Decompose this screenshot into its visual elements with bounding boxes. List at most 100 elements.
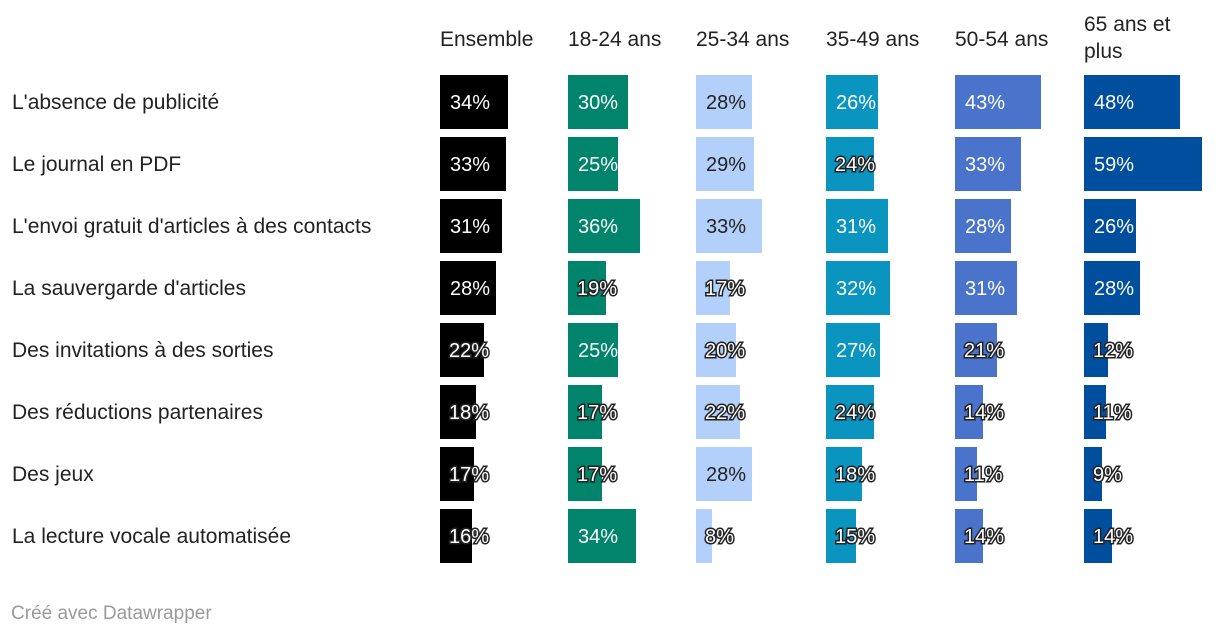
bar — [440, 137, 506, 191]
bar — [440, 323, 484, 377]
data-label: 48% — [1094, 92, 1134, 114]
bar — [955, 75, 1041, 129]
bar — [1084, 75, 1180, 129]
data-label: 28% — [965, 216, 1005, 238]
bar — [826, 447, 862, 501]
bar — [826, 137, 874, 191]
bar — [568, 447, 602, 501]
bar — [826, 261, 890, 315]
bar — [568, 261, 606, 315]
data-label: 33% — [965, 154, 1005, 176]
data-label: 22% — [449, 340, 489, 362]
data-label: 14% — [964, 402, 1004, 424]
data-label: 11% — [964, 464, 1003, 486]
column-header: 18-24 ans — [568, 28, 661, 51]
data-label: 26% — [1094, 216, 1134, 238]
data-label: 28% — [706, 464, 746, 486]
data-label: 28% — [706, 92, 746, 114]
bar — [826, 385, 874, 439]
credit-text: Créé avec Datawrapper — [11, 603, 212, 624]
data-label: 19% — [577, 278, 617, 300]
bar — [826, 199, 888, 253]
bar — [826, 75, 878, 129]
data-label: 17% — [449, 464, 489, 486]
bar — [826, 323, 880, 377]
data-label: 17% — [705, 278, 745, 300]
data-label: 9% — [1093, 464, 1122, 486]
bar — [568, 509, 636, 563]
bar — [440, 75, 508, 129]
data-label: 34% — [450, 92, 490, 114]
row-label: Des jeux — [12, 463, 94, 486]
data-label: 34% — [578, 526, 618, 548]
bar — [955, 137, 1021, 191]
bar — [696, 137, 754, 191]
data-label: 17% — [577, 402, 617, 424]
data-label: 25% — [578, 154, 618, 176]
data-label: 12% — [1093, 340, 1133, 362]
bar — [955, 261, 1017, 315]
bar — [696, 323, 736, 377]
bar — [440, 261, 496, 315]
bar — [955, 509, 983, 563]
bar — [1084, 509, 1112, 563]
bar — [955, 199, 1011, 253]
data-label: 24% — [835, 154, 875, 176]
bar — [826, 509, 856, 563]
row-label: La sauvergarde d'articles — [12, 277, 246, 300]
data-label: 31% — [965, 278, 1005, 300]
bar — [1084, 323, 1108, 377]
bar — [955, 447, 977, 501]
data-label: 31% — [450, 216, 490, 238]
data-label: 14% — [964, 526, 1004, 548]
row-label: Des réductions partenaires — [12, 401, 263, 424]
row-label: Le journal en PDF — [12, 153, 181, 176]
data-label: 16% — [449, 526, 489, 548]
data-label: 32% — [836, 278, 876, 300]
data-label: 8% — [705, 526, 734, 548]
bar — [440, 447, 474, 501]
data-label: 21% — [964, 340, 1004, 362]
row-label: L'absence de publicité — [12, 91, 219, 114]
row-label: La lecture vocale automatisée — [12, 525, 291, 548]
data-label: 15% — [835, 526, 875, 548]
bar — [696, 199, 762, 253]
data-label: 27% — [836, 340, 876, 362]
column-header: plus — [1084, 40, 1123, 63]
bar — [955, 385, 983, 439]
data-label: 36% — [578, 216, 618, 238]
data-label: 28% — [450, 278, 490, 300]
bar — [696, 447, 752, 501]
row-label: Des invitations à des sorties — [12, 339, 273, 362]
bar — [1084, 137, 1202, 191]
column-header: 25-34 ans — [696, 28, 789, 51]
column-header: 35-49 ans — [826, 28, 919, 51]
bar — [1084, 261, 1140, 315]
data-label: 18% — [835, 464, 875, 486]
bar — [568, 385, 602, 439]
data-label: 18% — [449, 402, 489, 424]
data-label: 11% — [1093, 402, 1132, 424]
bar — [955, 323, 997, 377]
data-label: 31% — [836, 216, 876, 238]
data-label: 59% — [1094, 154, 1134, 176]
data-label: 22% — [705, 402, 745, 424]
data-label: 26% — [836, 92, 876, 114]
data-label: 24% — [835, 402, 875, 424]
data-label: 28% — [1094, 278, 1134, 300]
bar — [696, 385, 740, 439]
data-label: 29% — [706, 154, 746, 176]
bar — [696, 261, 730, 315]
data-label: 43% — [965, 92, 1005, 114]
bar — [568, 323, 618, 377]
row-label: L'envoi gratuit d'articles à des contact… — [12, 215, 371, 238]
data-label: 14% — [1093, 526, 1133, 548]
column-header: 65 ans et — [1084, 13, 1171, 36]
column-header: 50-54 ans — [955, 28, 1048, 51]
data-label: 30% — [578, 92, 618, 114]
data-label: 33% — [706, 216, 746, 238]
column-header: Ensemble — [440, 28, 533, 51]
bar — [568, 199, 640, 253]
data-label: 33% — [450, 154, 490, 176]
bar — [1084, 199, 1136, 253]
